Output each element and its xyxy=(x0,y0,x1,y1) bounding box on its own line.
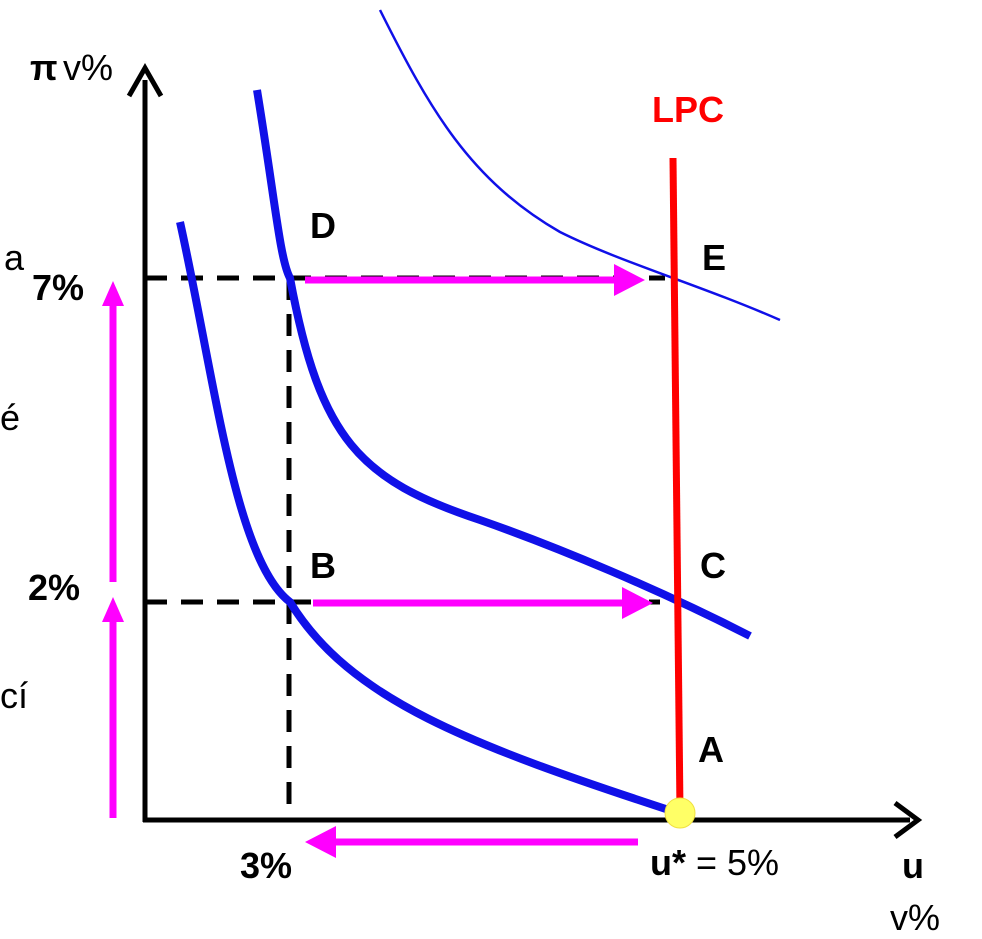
natural-rate-symbol: u* xyxy=(650,842,686,883)
arrow-B-to-C-head xyxy=(622,587,653,619)
tick-7-percent: 7% xyxy=(32,267,84,308)
spc-curve-middle xyxy=(253,89,752,640)
point-label-C: C xyxy=(700,545,726,586)
cut-text-3: cí xyxy=(0,675,28,716)
y-axis-symbol: π xyxy=(30,47,58,88)
spc-curve-high xyxy=(378,9,781,322)
x-axis-unit: v% xyxy=(890,897,940,938)
short-run-curves xyxy=(176,9,781,816)
arrow-up-upper-head xyxy=(102,281,124,306)
point-label-B: B xyxy=(310,545,336,586)
spc-curve-low xyxy=(176,221,677,816)
cut-text-1: a xyxy=(4,237,25,278)
guide-lines xyxy=(145,275,665,820)
y-axis-arrowhead xyxy=(126,62,164,98)
axes xyxy=(126,62,923,840)
arrow-D-to-E-head xyxy=(614,264,645,296)
x-axis-arrowhead xyxy=(893,800,923,840)
point-label-A: A xyxy=(698,729,724,770)
tick-3-percent: 3% xyxy=(240,845,292,886)
tick-2-percent: 2% xyxy=(28,567,80,608)
magenta-arrows xyxy=(102,264,653,858)
point-label-D: D xyxy=(310,205,336,246)
lpc-label: LPC xyxy=(652,89,724,130)
natural-rate-label: u* = 5% xyxy=(650,842,779,883)
point-label-E: E xyxy=(702,237,726,278)
lpc-line xyxy=(669,157,684,813)
natural-rate-point xyxy=(664,797,696,829)
natural-rate-value: = 5% xyxy=(686,842,779,883)
x-axis-symbol: u xyxy=(902,845,924,886)
y-axis-unit: v% xyxy=(63,47,113,88)
arrow-up-lower-head xyxy=(102,597,124,622)
cut-text-2: é xyxy=(0,397,20,438)
arrow-5-to-3-head xyxy=(305,826,336,858)
